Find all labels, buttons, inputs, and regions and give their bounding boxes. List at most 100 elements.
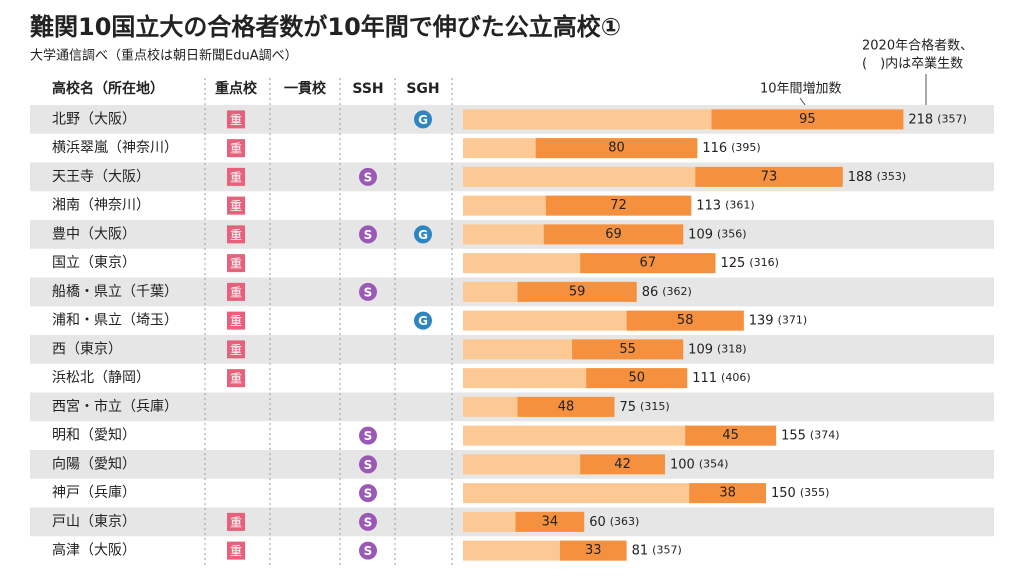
total-label: 155 (374) [781, 428, 839, 443]
key-badge-text: 重 [230, 544, 242, 558]
increase-bar [685, 425, 777, 446]
total-label: 218 (357) [908, 112, 966, 127]
graduates-label: (395) [731, 141, 761, 154]
total-label: 100 (354) [670, 457, 728, 472]
total-label: 139 (371) [749, 313, 807, 328]
school-name: 船橋・県立（千葉） [52, 284, 178, 300]
increase-label: 38 [719, 486, 736, 501]
sgh-badge [414, 311, 432, 330]
graduates-label: (371) [778, 314, 808, 327]
increase-label: 45 [722, 428, 739, 443]
graduates-label: (357) [652, 544, 682, 557]
sgh-badge [414, 225, 432, 244]
increase-bar [543, 224, 684, 245]
graduates-label: (406) [721, 371, 751, 384]
increase-label: 73 [761, 169, 778, 184]
increase-bar [515, 511, 585, 532]
column-header: SGH [406, 81, 439, 97]
column-header: 一貫校 [284, 80, 327, 97]
total-label: 188 (353) [848, 169, 906, 184]
graduates-label: (357) [937, 112, 967, 125]
key-badge-text: 重 [230, 343, 242, 357]
key-badge-text: 重 [230, 199, 242, 213]
school-name: 西宮・市立（兵庫） [52, 398, 178, 415]
key-badge-text: 重 [230, 372, 242, 386]
graduates-label: (356) [717, 227, 747, 240]
total-label: 81 (357) [632, 543, 682, 558]
title: 難関10国立大の合格者数が10年間で伸びた公立高校① [30, 13, 621, 41]
total-value: 60 [589, 514, 606, 529]
key-badge [227, 311, 245, 330]
increase-bar [580, 454, 665, 475]
total-value: 100 [670, 457, 695, 472]
school-name: 天王寺（大阪） [52, 169, 150, 185]
ssh-badge-text: S [364, 458, 373, 472]
graduates-label: (362) [662, 285, 692, 298]
ssh-badge [359, 225, 377, 244]
school-name: 国立（東京） [52, 255, 136, 271]
increase-bar [545, 195, 692, 216]
increase-label: 95 [799, 112, 816, 127]
school-name: 明和（愛知） [52, 427, 136, 444]
total-value: 116 [702, 141, 727, 156]
increase-label: 34 [542, 514, 559, 529]
school-name: 豊中（大阪） [52, 226, 136, 242]
total-label: 109 (356) [688, 227, 746, 242]
increase-label: 58 [677, 313, 694, 328]
key-badge [227, 282, 245, 301]
school-name: 向陽（愛知） [52, 455, 136, 472]
school-name: 横浜翠嵐（神奈川） [52, 140, 178, 156]
increase-label: 69 [605, 227, 622, 242]
total-value: 150 [771, 486, 796, 501]
school-name: 西（東京） [52, 341, 122, 357]
increase-label: 50 [628, 371, 645, 386]
ssh-badge [359, 512, 377, 531]
note-total: ( )内は卒業生数 [862, 56, 963, 72]
graduates-label: (315) [640, 400, 670, 413]
total-label: 86 (362) [642, 284, 692, 299]
school-name: 戸山（東京） [52, 514, 136, 530]
key-badge [227, 254, 245, 273]
increase-label: 59 [569, 284, 586, 299]
total-value: 86 [642, 284, 659, 299]
increase-label: 67 [640, 256, 657, 271]
subtitle: 大学通信調べ（重点校は朝日新聞EduA調べ） [30, 48, 298, 64]
key-badge-text: 重 [230, 142, 242, 156]
key-badge [227, 340, 245, 359]
ssh-badge-text: S [364, 487, 373, 501]
ssh-badge [359, 541, 377, 560]
total-label: 111 (406) [692, 371, 750, 386]
key-badge [227, 369, 245, 388]
graduates-label: (354) [699, 457, 729, 470]
school-name: 浦和・県立（埼玉） [52, 313, 178, 329]
ssh-badge [359, 167, 377, 186]
school-name: 高津（大阪） [52, 542, 136, 559]
total-value: 113 [696, 198, 721, 213]
sgh-badge-text: G [418, 113, 428, 127]
total-value: 218 [908, 112, 933, 127]
key-badge-text: 重 [230, 257, 242, 271]
ssh-badge-text: S [364, 228, 373, 242]
key-badge [227, 167, 245, 186]
graduates-label: (318) [717, 342, 747, 355]
total-label: 109 (318) [688, 342, 746, 357]
ssh-badge-text: S [364, 515, 373, 529]
key-badge [227, 225, 245, 244]
total-label: 150 (355) [771, 486, 829, 501]
total-value: 125 [721, 256, 746, 271]
total-label: 116 (395) [702, 141, 760, 156]
ssh-badge [359, 282, 377, 301]
total-value: 75 [620, 399, 637, 414]
increase-label: 72 [610, 198, 627, 213]
graduates-label: (355) [800, 486, 830, 499]
school-name: 北野（大阪） [52, 111, 136, 127]
graduates-label: (316) [749, 256, 779, 269]
key-badge [227, 196, 245, 215]
increase-bar [580, 253, 716, 274]
increase-bar [517, 281, 637, 302]
ssh-badge-text: S [364, 170, 373, 184]
note-total: 2020年合格者数、 [862, 38, 973, 54]
column-header: SSH [352, 81, 383, 97]
ssh-badge [359, 426, 377, 445]
